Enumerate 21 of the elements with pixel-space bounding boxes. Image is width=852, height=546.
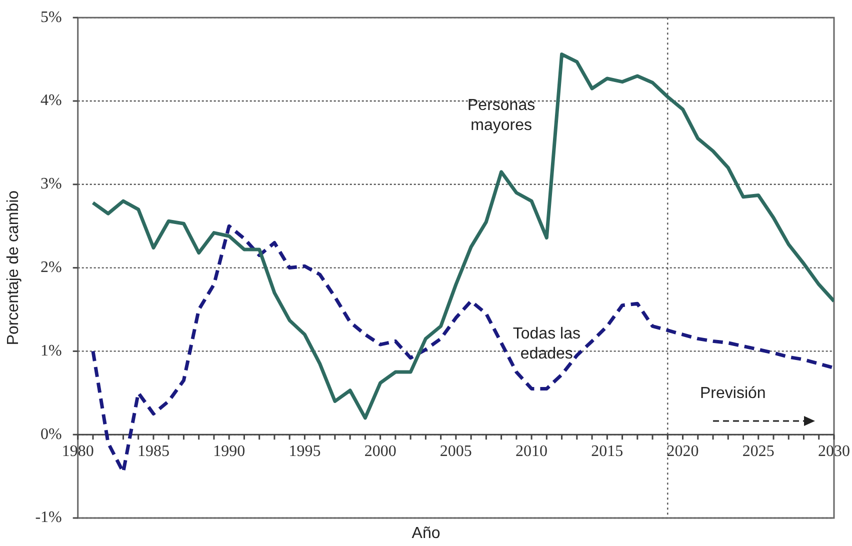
x-tick-label: 1990 [213,442,246,460]
x-tick-label: 2020 [666,442,699,460]
y-tick-label: -1% [35,509,62,526]
x-axis-title: Año [410,525,442,543]
x-tick-label: 2010 [516,442,548,460]
x-tick-label: 2015 [591,442,624,460]
y-tick-label: 1% [40,342,62,360]
annotation: Previsión [700,385,766,403]
x-tick-label: 2005 [440,442,472,460]
x-tick-label: 2025 [742,442,774,460]
y-tick-label: 2% [40,259,62,276]
x-tick-label: 2000 [364,442,396,460]
y-tick-label: 4% [40,92,62,110]
y-tick-label: 5% [40,8,62,26]
y-tick-label: 3% [40,176,62,193]
x-tick-label: 1985 [137,442,170,460]
y-axis-title: Porcentaje de cambio [5,190,22,346]
series-label: Todas las edades [512,326,580,363]
series-label: Personas mayores [468,96,536,134]
x-tick-label: 1995 [288,442,321,460]
y-tick-label: 0% [40,426,62,443]
